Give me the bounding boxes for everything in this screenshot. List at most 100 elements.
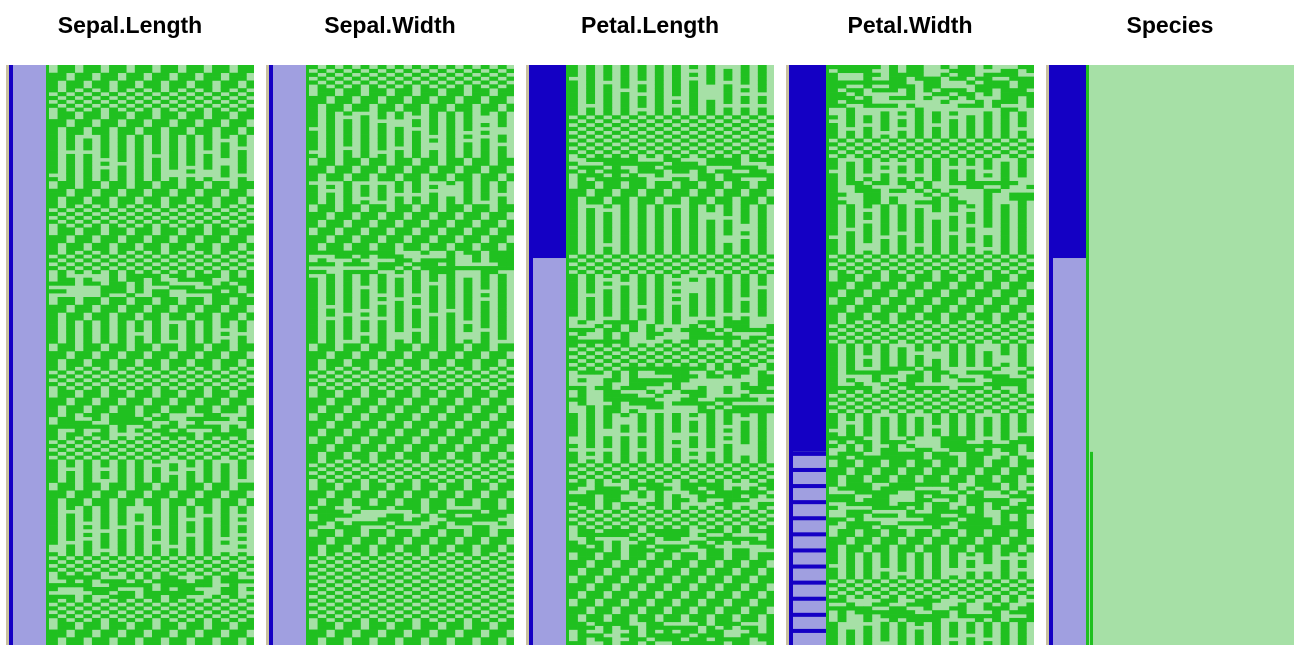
heatmap-cell xyxy=(203,641,213,645)
heatmap-cell xyxy=(229,130,239,135)
heatmap-cell xyxy=(317,490,327,495)
heatmap-cell xyxy=(603,219,613,224)
heatmap-cell xyxy=(360,324,370,329)
heatmap-cell xyxy=(749,192,759,197)
heatmap-cell xyxy=(57,235,67,240)
heatmap-cell xyxy=(463,126,473,132)
heatmap-cell xyxy=(49,196,58,201)
heatmap-cell xyxy=(497,123,507,128)
heatmap-cell xyxy=(412,316,421,321)
heatmap-cell xyxy=(637,76,647,81)
heatmap-cell xyxy=(177,633,187,638)
heatmap-cell xyxy=(326,327,336,333)
heatmap-cell xyxy=(412,188,421,193)
heatmap-cell xyxy=(480,184,490,190)
heatmap-cell xyxy=(220,501,230,507)
heatmap-cell xyxy=(757,246,767,251)
heatmap-cell xyxy=(506,370,514,375)
heatmap-cell xyxy=(480,266,490,271)
heatmap-cell xyxy=(117,548,127,553)
heatmap-cell xyxy=(757,204,767,209)
heatmap-cell xyxy=(506,455,514,460)
heatmap-cell xyxy=(143,385,153,391)
heatmap-cell xyxy=(326,103,336,108)
heatmap-cell xyxy=(237,142,247,147)
heatmap-cell xyxy=(152,242,161,248)
heatmap-cell xyxy=(360,552,370,557)
heatmap-cell xyxy=(160,432,170,437)
heatmap-cell xyxy=(177,196,187,201)
heatmap-cell xyxy=(446,285,456,290)
heatmap-cell xyxy=(152,641,161,645)
heatmap-cell xyxy=(351,157,361,162)
heatmap-cell xyxy=(134,231,144,236)
heatmap-cell xyxy=(109,455,118,460)
heatmap-cell xyxy=(506,579,514,584)
heatmap-cell xyxy=(83,567,93,572)
heatmap-cell xyxy=(74,424,84,429)
heatmap-cell xyxy=(740,196,750,201)
heatmap-cell xyxy=(706,184,716,190)
heatmap-cell xyxy=(472,239,481,244)
heatmap-cell xyxy=(429,269,439,275)
heatmap-cell xyxy=(480,88,490,93)
heatmap-cell xyxy=(646,254,656,259)
heatmap-cell xyxy=(620,343,630,348)
heatmap-cell xyxy=(237,625,247,630)
heatmap-cell xyxy=(212,482,221,487)
heatmap-cell xyxy=(394,494,404,499)
heatmap-cell xyxy=(689,223,699,228)
heatmap-cell xyxy=(49,467,58,472)
heatmap-cell xyxy=(714,269,724,275)
heatmap-cell xyxy=(351,482,361,487)
heatmap-cell xyxy=(637,227,647,232)
heatmap-cell xyxy=(309,614,318,619)
heatmap-cell xyxy=(49,188,58,193)
heatmap-cell xyxy=(412,99,421,104)
heatmap-cell xyxy=(586,76,596,81)
heatmap-cell xyxy=(463,134,473,139)
heatmap-cell xyxy=(220,339,230,344)
heatmap-cell xyxy=(194,223,204,228)
heatmap-cell xyxy=(429,548,439,553)
heatmap-cell xyxy=(194,312,204,317)
heatmap-cell xyxy=(326,246,336,251)
heatmap-cell xyxy=(446,150,456,155)
heatmap-cell xyxy=(49,84,58,89)
heatmap-cell xyxy=(603,65,613,70)
heatmap-cell xyxy=(117,529,127,534)
heatmap-cell xyxy=(637,308,647,313)
heatmap-cell xyxy=(377,103,387,108)
heatmap-cell xyxy=(706,235,716,240)
heatmap-cell xyxy=(420,68,430,74)
heatmap-cell xyxy=(689,304,699,309)
heatmap-cell xyxy=(83,88,93,93)
heatmap-cell xyxy=(194,579,204,584)
heatmap-cell xyxy=(152,474,161,480)
heatmap-cell xyxy=(586,339,596,344)
heatmap-cell xyxy=(57,119,67,124)
heatmap-cell xyxy=(317,478,327,483)
heatmap-cell xyxy=(420,486,430,491)
heatmap-cell xyxy=(186,119,196,124)
heatmap-cell xyxy=(83,505,93,510)
heatmap-cell xyxy=(654,223,664,228)
heatmap-cell xyxy=(160,385,170,391)
heatmap-cell xyxy=(237,250,247,255)
heatmap-cell xyxy=(143,208,153,213)
heatmap-cell xyxy=(620,215,630,220)
heatmap-cell xyxy=(472,529,481,534)
heatmap-cell xyxy=(83,451,93,456)
heatmap-cell xyxy=(177,590,187,596)
heatmap-cell xyxy=(134,204,144,209)
heatmap-cell xyxy=(454,68,464,74)
heatmap-cell xyxy=(57,617,67,623)
heatmap-cell xyxy=(420,594,430,599)
heatmap-cell xyxy=(334,610,344,615)
heatmap-cell xyxy=(386,610,396,615)
heatmap-cell xyxy=(309,262,318,267)
heatmap-cell xyxy=(326,505,336,510)
heatmap-cell xyxy=(117,115,127,120)
heatmap-cell xyxy=(186,181,196,186)
heatmap-cell xyxy=(403,161,413,166)
